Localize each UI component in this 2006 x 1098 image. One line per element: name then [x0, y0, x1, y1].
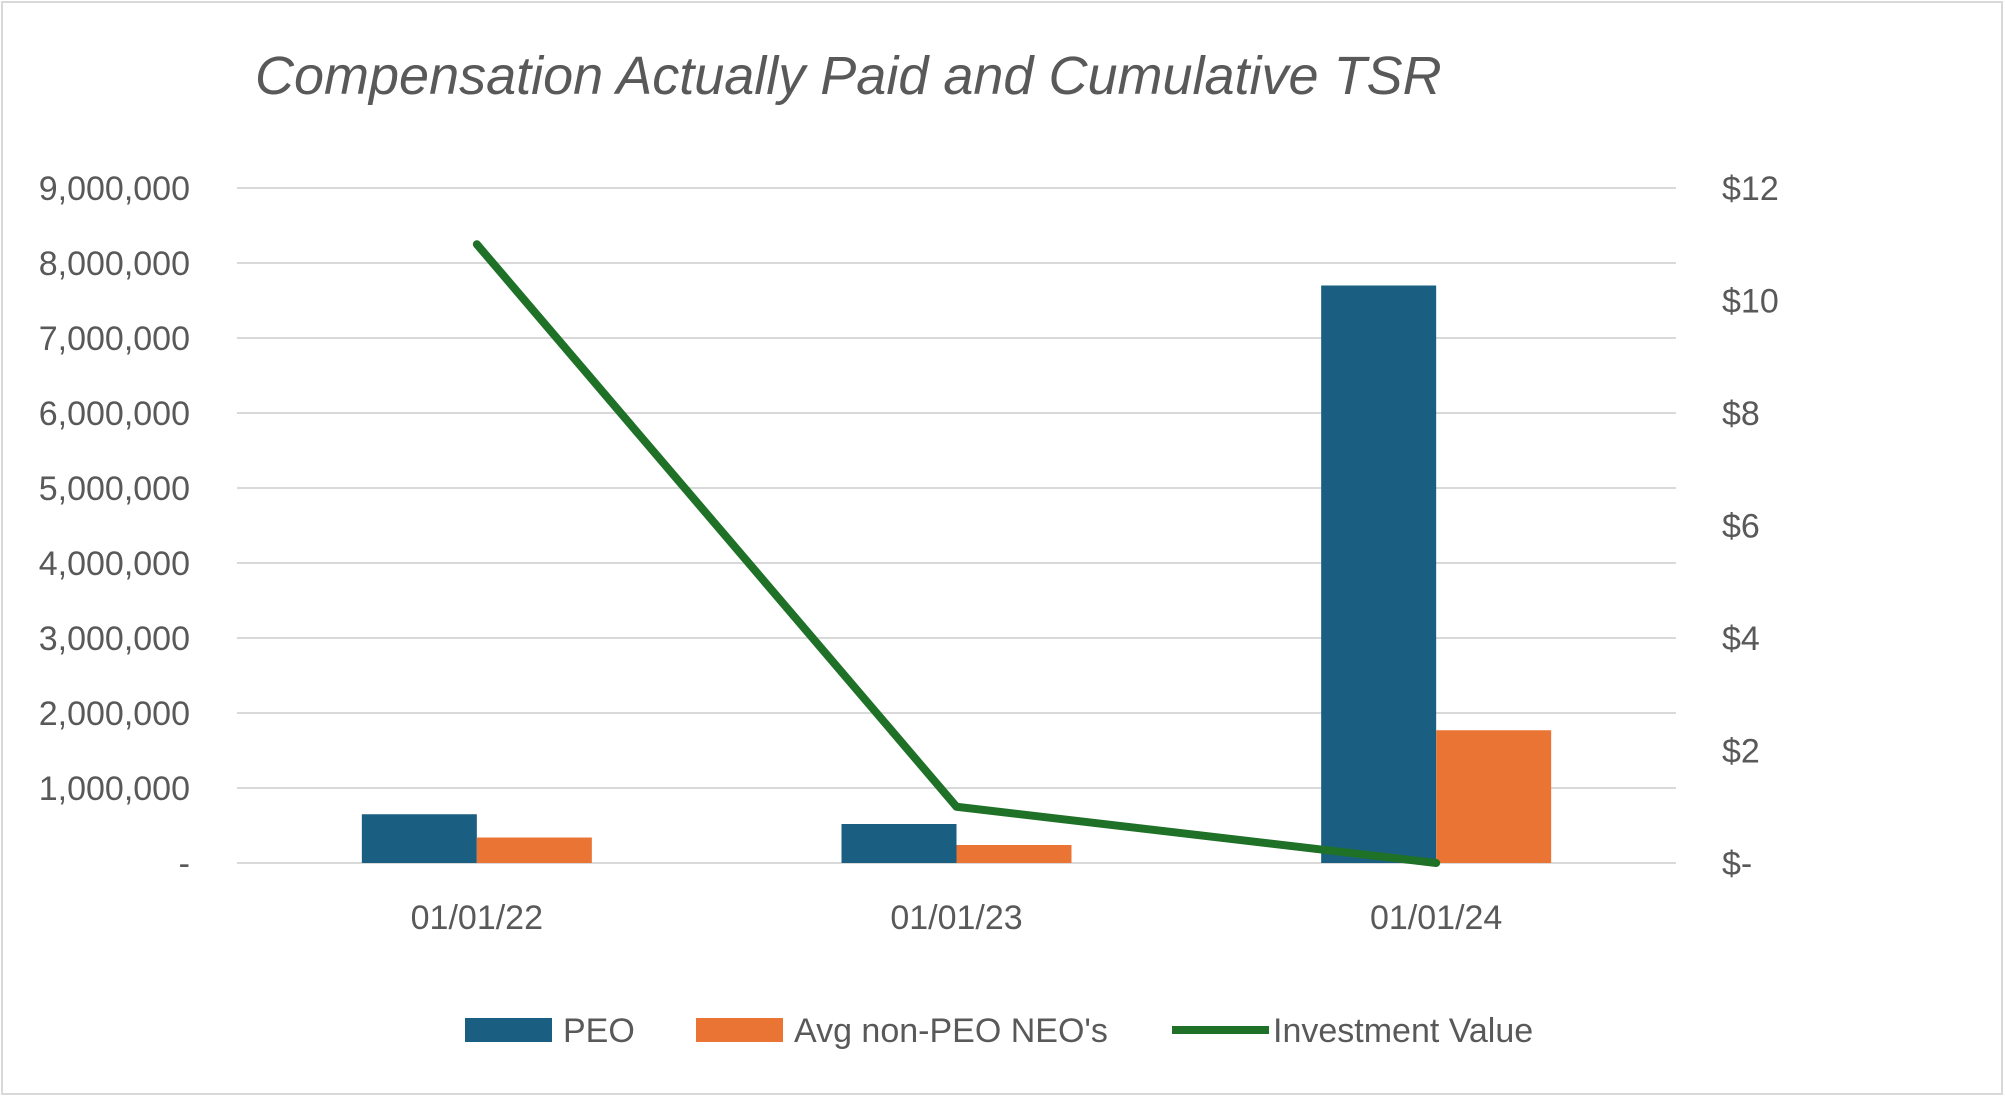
y-right-tick-label: $2: [1722, 733, 1760, 771]
legend-label: Avg non-PEO NEO's: [794, 1012, 1108, 1050]
y-right-tick-label: $4: [1722, 620, 1760, 658]
legend-label: Investment Value: [1273, 1012, 1533, 1050]
right-axis-labels: $- $2 $4 $6 $8 $10 $12: [1722, 170, 1779, 883]
y-left-tick-label: 1,000,000: [39, 770, 190, 808]
y-left-tick-label: 4,000,000: [39, 545, 190, 583]
legend: PEO Avg non-PEO NEO's Investment Value: [465, 1012, 1533, 1050]
y-left-tick-label: -: [179, 845, 190, 883]
bar-avg-non-peo-neo-s-2: [956, 845, 1072, 863]
investment-line: [472, 240, 1441, 867]
bar-peo-1: [361, 814, 477, 863]
left-axis-labels: - 1,000,000 2,000,000 3,000,000 4,000,000 5,0…: [39, 170, 190, 883]
y-left-tick-label: 2,000,000: [39, 695, 190, 733]
y-right-tick-label: $6: [1722, 508, 1760, 546]
chart-title: Compensation Actually Paid and Cumulativ…: [255, 46, 1442, 106]
y-right-tick-label: $10: [1722, 283, 1779, 321]
y-right-tick-label: $8: [1722, 395, 1760, 433]
x-tick-label: 01/01/24: [1370, 899, 1502, 937]
y-right-tick-label: $-: [1722, 845, 1752, 883]
y-left-tick-label: 9,000,000: [39, 170, 190, 208]
x-axis-labels: 01/01/22 01/01/23 01/01/24: [411, 899, 1503, 937]
investment-value-line: [472, 240, 1441, 867]
y-left-tick-label: 7,000,000: [39, 320, 190, 358]
legend-swatch: [465, 1018, 552, 1042]
bar-avg-non-peo-neo-s-1: [476, 837, 592, 863]
bar-peo-3: [1321, 285, 1437, 863]
legend-swatch: [696, 1018, 783, 1042]
bar-avg-non-peo-neo-s-3: [1436, 730, 1552, 863]
legend-label: PEO: [563, 1012, 635, 1050]
x-tick-label: 01/01/23: [890, 899, 1022, 937]
y-left-tick-label: 5,000,000: [39, 470, 190, 508]
x-tick-label: 01/01/22: [411, 899, 543, 937]
y-right-tick-label: $12: [1722, 170, 1779, 208]
y-left-tick-label: 6,000,000: [39, 395, 190, 433]
y-left-tick-label: 3,000,000: [39, 620, 190, 658]
bar-peo-2: [841, 824, 957, 863]
y-left-tick-label: 8,000,000: [39, 245, 190, 283]
bars: [361, 285, 1552, 863]
